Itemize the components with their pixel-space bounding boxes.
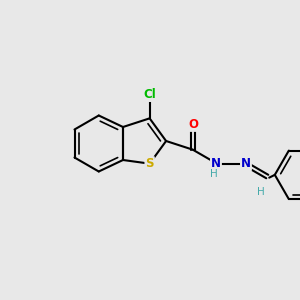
Text: H: H bbox=[210, 169, 218, 179]
Text: O: O bbox=[189, 118, 199, 131]
Text: Cl: Cl bbox=[143, 88, 156, 101]
Text: H: H bbox=[257, 187, 265, 197]
Text: N: N bbox=[211, 157, 221, 170]
Text: N: N bbox=[241, 157, 251, 170]
Text: S: S bbox=[146, 157, 154, 170]
